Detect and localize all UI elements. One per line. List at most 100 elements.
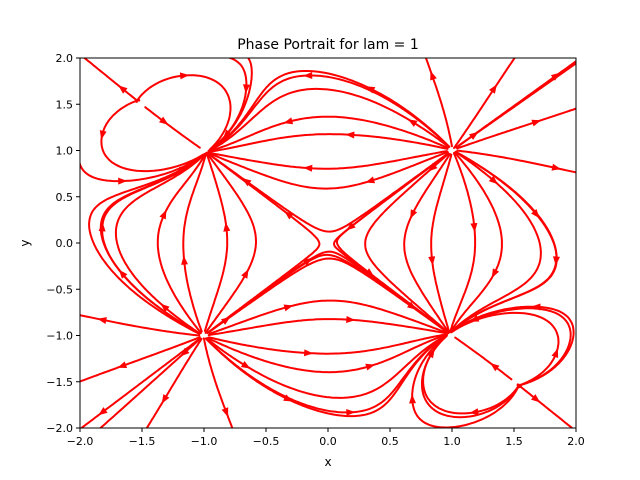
streamline-arrow (491, 268, 500, 278)
y-axis-label: y (18, 239, 32, 246)
streamline (364, 153, 450, 334)
streamline-arrow (284, 211, 294, 220)
y-tick-label: −0.5 (46, 283, 73, 296)
streamline (204, 152, 257, 334)
streamline-arrow (428, 256, 436, 266)
streamline-arrow (118, 85, 128, 94)
streamline-arrow (469, 315, 480, 322)
streamline-arrow (223, 222, 231, 232)
streamline-arrow (221, 316, 231, 325)
streamline-arrow (98, 222, 106, 232)
streamline-arrow (98, 407, 108, 416)
streamline-arrow (407, 301, 417, 310)
streamline (207, 70, 451, 153)
streamline-arrow (553, 256, 560, 266)
streamline-arrow (118, 269, 128, 279)
streamline (206, 151, 449, 233)
streamline-arrow (346, 222, 356, 231)
streamline-arrow (365, 176, 375, 184)
streamline-arrow (161, 394, 170, 404)
streamline (450, 305, 575, 387)
x-axis-ticks: −2.0 −1.5 −1.0 −0.5 0.0 0.5 1.0 1.5 2.0 (67, 428, 585, 448)
streamline-arrow (118, 177, 128, 185)
streamline (202, 337, 234, 428)
streamline (203, 151, 229, 332)
streamline-arrow (550, 72, 561, 81)
y-tick-label: 1.5 (56, 98, 74, 111)
streamline-arrow (223, 129, 232, 139)
streamline-arrow (243, 84, 250, 94)
streamline (144, 106, 201, 149)
y-tick-label: −2.0 (46, 422, 73, 435)
streamline-arrow (242, 178, 252, 187)
streamline-arrow (346, 409, 356, 416)
chart-title: Phase Portrait for lam = 1 (237, 37, 419, 53)
streamline-arrow (409, 394, 416, 404)
streamlines (80, 58, 576, 428)
y-tick-label: −1.5 (46, 376, 73, 389)
x-tick-label: 2.0 (567, 435, 585, 448)
streamline-arrow (180, 347, 190, 357)
streamline (450, 150, 558, 333)
streamline (208, 333, 448, 355)
x-tick-label: −2.0 (67, 435, 94, 448)
streamline-arrow (345, 131, 355, 139)
y-tick-label: 2.0 (56, 52, 74, 65)
streamline-arrow (159, 209, 167, 220)
streamline-arrow (470, 222, 478, 233)
streamline-arrow (430, 70, 437, 81)
streamline-arrow (531, 119, 542, 127)
streamline-arrow (469, 131, 479, 140)
streamline-arrow (489, 84, 497, 94)
streamline (456, 107, 576, 150)
streamline (182, 152, 208, 333)
streamline (135, 74, 232, 151)
streamline-arrow (283, 394, 293, 402)
x-tick-label: −1.5 (129, 435, 156, 448)
streamline-arrow (410, 209, 418, 219)
streamline-arrow (283, 117, 294, 125)
streamline (411, 334, 521, 428)
streamline-arrow (97, 317, 107, 324)
x-tick-label: −0.5 (253, 435, 280, 448)
streamline-arrow (490, 363, 500, 372)
streamline-arrow (469, 408, 479, 416)
streamline-arrow (160, 303, 170, 313)
streamline (100, 98, 204, 173)
x-axis-label: x (324, 455, 331, 469)
streamline (207, 150, 448, 170)
streamline (516, 383, 574, 428)
streamline-arrow (221, 407, 229, 417)
streamline-arrow (531, 303, 541, 311)
streamline-arrow (346, 316, 356, 323)
streamline-arrow (283, 304, 294, 312)
streamline (101, 153, 206, 335)
streamline (156, 152, 207, 334)
streamline (454, 336, 513, 381)
streamline (207, 151, 449, 190)
x-tick-label: 1.5 (505, 435, 523, 448)
streamline (449, 152, 477, 334)
streamline (88, 153, 206, 335)
y-tick-label: 1.0 (56, 145, 74, 158)
x-tick-label: 0.0 (319, 435, 337, 448)
streamline-arrow (117, 361, 128, 368)
streamline-arrow (365, 86, 376, 94)
streamline-arrow (302, 257, 313, 266)
streamline-arrow (427, 348, 435, 359)
streamline (449, 151, 503, 333)
streamline (450, 151, 558, 333)
y-tick-label: −1.0 (46, 330, 73, 343)
streamline-arrow (159, 116, 169, 125)
y-axis-ticks: −2.0 −1.5 −1.0 −0.5 0.0 0.5 1.0 1.5 2.0 (46, 52, 80, 435)
y-tick-label: 0.5 (56, 191, 74, 204)
streamline-arrow (364, 268, 375, 277)
streamline-arrow (408, 119, 418, 127)
streamline-arrow (179, 72, 190, 80)
streamline-arrow (551, 163, 561, 171)
streamline-arrow (240, 361, 251, 369)
streamline-arrow (365, 363, 375, 371)
streamline-arrow (181, 255, 188, 265)
y-tick-label: 0.0 (56, 237, 74, 250)
